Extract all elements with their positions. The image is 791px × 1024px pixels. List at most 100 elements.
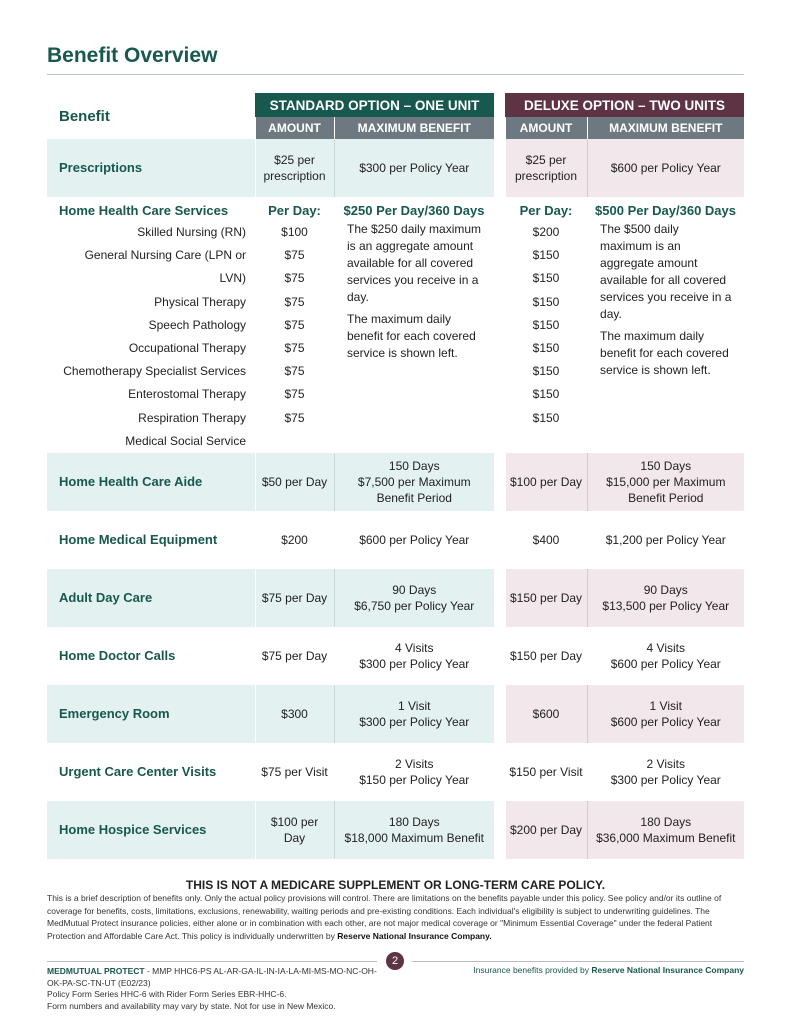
standard-max: $300 per Policy Year (333, 139, 495, 197)
benefit-label: Adult Day Care (47, 569, 255, 628)
footer-divider-right (412, 961, 744, 962)
list-item: $100 (281, 225, 308, 239)
cell-line: $7,500 per Maximum (357, 475, 471, 490)
page-number-badge: 2 (386, 952, 404, 970)
list-item: Occupational Therapy (128, 341, 246, 356)
standard-max: 180 Days $18,000 Maximum Benefit (333, 801, 495, 860)
max-note: The $250 daily maximum is an aggregate a… (347, 222, 482, 304)
benefit-label: Home Medical Equipment (59, 532, 218, 548)
standard-amount-header: AMOUNT (254, 117, 334, 139)
cell-line: 180 Days (388, 815, 440, 830)
footer-policy-form: Policy Form Series HHC-6 with Rider Form… (47, 989, 287, 999)
cell-line: $75 per Day (261, 649, 328, 664)
deluxe-max: $1,200 per Policy Year (586, 511, 745, 570)
cell-line: $300 per Policy Year (359, 161, 470, 175)
table-row: Urgent Care Center Visits $75 per Visit … (47, 743, 745, 802)
cell-line: $100 per Day (509, 475, 583, 490)
deluxe-option-header: DELUXE OPTION – TWO UNITS (505, 93, 745, 117)
title-divider (47, 74, 744, 75)
cell-line: $100 per Day (270, 815, 319, 846)
amount-head: Per Day: (519, 203, 573, 218)
standard-max: 2 Visits $150 per Policy Year (333, 743, 495, 802)
cell-line: $15,000 per Maximum (606, 475, 726, 490)
cell-line: 150 Days (640, 459, 692, 474)
standard-max: 90 Days $6,750 per Policy Year (333, 569, 495, 628)
list-item: $150 (532, 364, 560, 379)
deluxe-amount: $150 per Day (504, 569, 588, 628)
list-item: $75 (284, 294, 305, 309)
footer-right: Insurance benefits provided by Reserve N… (473, 965, 744, 975)
benefit-table: Benefit STANDARD OPTION – ONE UNIT DELUX… (47, 93, 745, 860)
list-item: Respiration Therapy (138, 410, 246, 425)
amount-head: Per Day: (268, 203, 321, 218)
cell-line: $150 per Visit (509, 765, 583, 780)
disclaimer-company: Reserve National Insurance Company. (337, 930, 492, 941)
list-item: $75 (284, 410, 305, 425)
deluxe-max: 1 Visit $600 per Policy Year (586, 685, 745, 744)
cell-line: 90 Days (643, 583, 688, 598)
footer-divider-left (47, 961, 377, 962)
cell-line: $600 per Policy Year (610, 715, 721, 730)
footer-provided-by: Insurance benefits provided by (473, 965, 592, 975)
deluxe-amount: $400 (504, 511, 588, 570)
benefit-label: Home Health Care Services (59, 203, 229, 218)
standard-amount: $75 per Visit (254, 743, 334, 802)
cell-line: $150 per Policy Year (359, 773, 470, 788)
cell-line: 2 Visits (646, 757, 685, 772)
max-head: $500 Per Day/360 Days (595, 203, 736, 218)
table-row: Home Health Care Aide $50 per Day 150 Da… (47, 453, 745, 512)
benefit-label: Home Health Care Aide (47, 453, 255, 512)
list-item: $150 (532, 410, 560, 425)
standard-amount: $200 (254, 511, 334, 570)
cell-line: 1 Visit (398, 699, 431, 714)
standard-amount-list: $100 $75 $75 $75 $75 $75 $75 $75 $75 (258, 221, 331, 430)
standard-max-header: MAXIMUM BENEFIT (333, 117, 495, 139)
table-row: Emergency Room $300 1 Visit $300 per Poli… (47, 685, 745, 744)
list-item: $75 (284, 317, 305, 332)
table-row: Home Doctor Calls $75 per Day 4 Visits $3… (47, 627, 745, 686)
standard-max: $600 per Policy Year (333, 511, 495, 570)
list-item: Physical Therapy (154, 294, 246, 309)
disclaimer-body: This is a brief description of benefits … (47, 893, 722, 941)
benefit-column-header: Benefit (59, 107, 110, 125)
cell-line: $25 per (274, 153, 315, 167)
page-title: Benefit Overview (47, 44, 218, 67)
footer-availability: Form numbers and availability may vary b… (47, 1000, 336, 1011)
cell-line: 150 Days (388, 459, 440, 474)
max-note: The maximum daily benefit for each cover… (347, 312, 476, 360)
cell-line: $600 per Policy Year (359, 533, 470, 548)
table-row: Home Hospice Services $100 per Day 180 D… (47, 801, 745, 860)
standard-amount: $300 (254, 685, 334, 744)
deluxe-max: 90 Days $13,500 per Policy Year (586, 569, 745, 628)
deluxe-amount-header: AMOUNT (504, 117, 588, 139)
cell-line: $200 (281, 533, 308, 548)
cell-line: prescription (263, 169, 326, 183)
cell-line: $1,200 per Policy Year (605, 533, 726, 548)
cell-line: Benefit Period (376, 491, 452, 506)
standard-amount: $75 per Day (254, 627, 334, 686)
cell-line: $300 per Policy Year (359, 657, 470, 672)
benefit-label: Home Hospice Services (47, 801, 255, 860)
cell-line: $200 per Day (509, 823, 583, 838)
cell-line: $18,000 Maximum Benefit (344, 831, 484, 846)
deluxe-amount: $150 per Visit (504, 743, 588, 802)
cell-line: $6,750 per Policy Year (354, 599, 475, 614)
list-item: General Nursing Care (LPN or LVN) (84, 248, 246, 286)
cell-line: $36,000 Maximum Benefit (596, 831, 736, 846)
cell-line: $600 per Policy Year (610, 161, 721, 175)
standard-max: 4 Visits $300 per Policy Year (333, 627, 495, 686)
service-list: Skilled Nursing (RN) General Nursing Care… (59, 221, 252, 453)
cell-line: $600 (532, 707, 560, 722)
table-row: Prescriptions $25 per prescription $300 p… (47, 139, 745, 197)
deluxe-max: 150 Days $15,000 per Maximum Benefit Perio… (586, 453, 745, 512)
list-item: $150 (532, 248, 560, 263)
cell-line: $400 (532, 533, 560, 548)
list-item: Medical Social Service (125, 433, 246, 448)
cell-line: $75 per Visit (261, 765, 328, 780)
benefit-label: Prescriptions (47, 139, 255, 197)
list-item: Enterostomal Therapy (128, 387, 246, 402)
footer-form-code: - MMP HHC6-PS AL-AR-GA-IL-IN-IA-LA-MI-MS… (47, 966, 377, 988)
deluxe-max: $600 per Policy Year (586, 139, 745, 197)
deluxe-amount: $100 per Day (504, 453, 588, 512)
cell-line: prescription (515, 169, 578, 183)
